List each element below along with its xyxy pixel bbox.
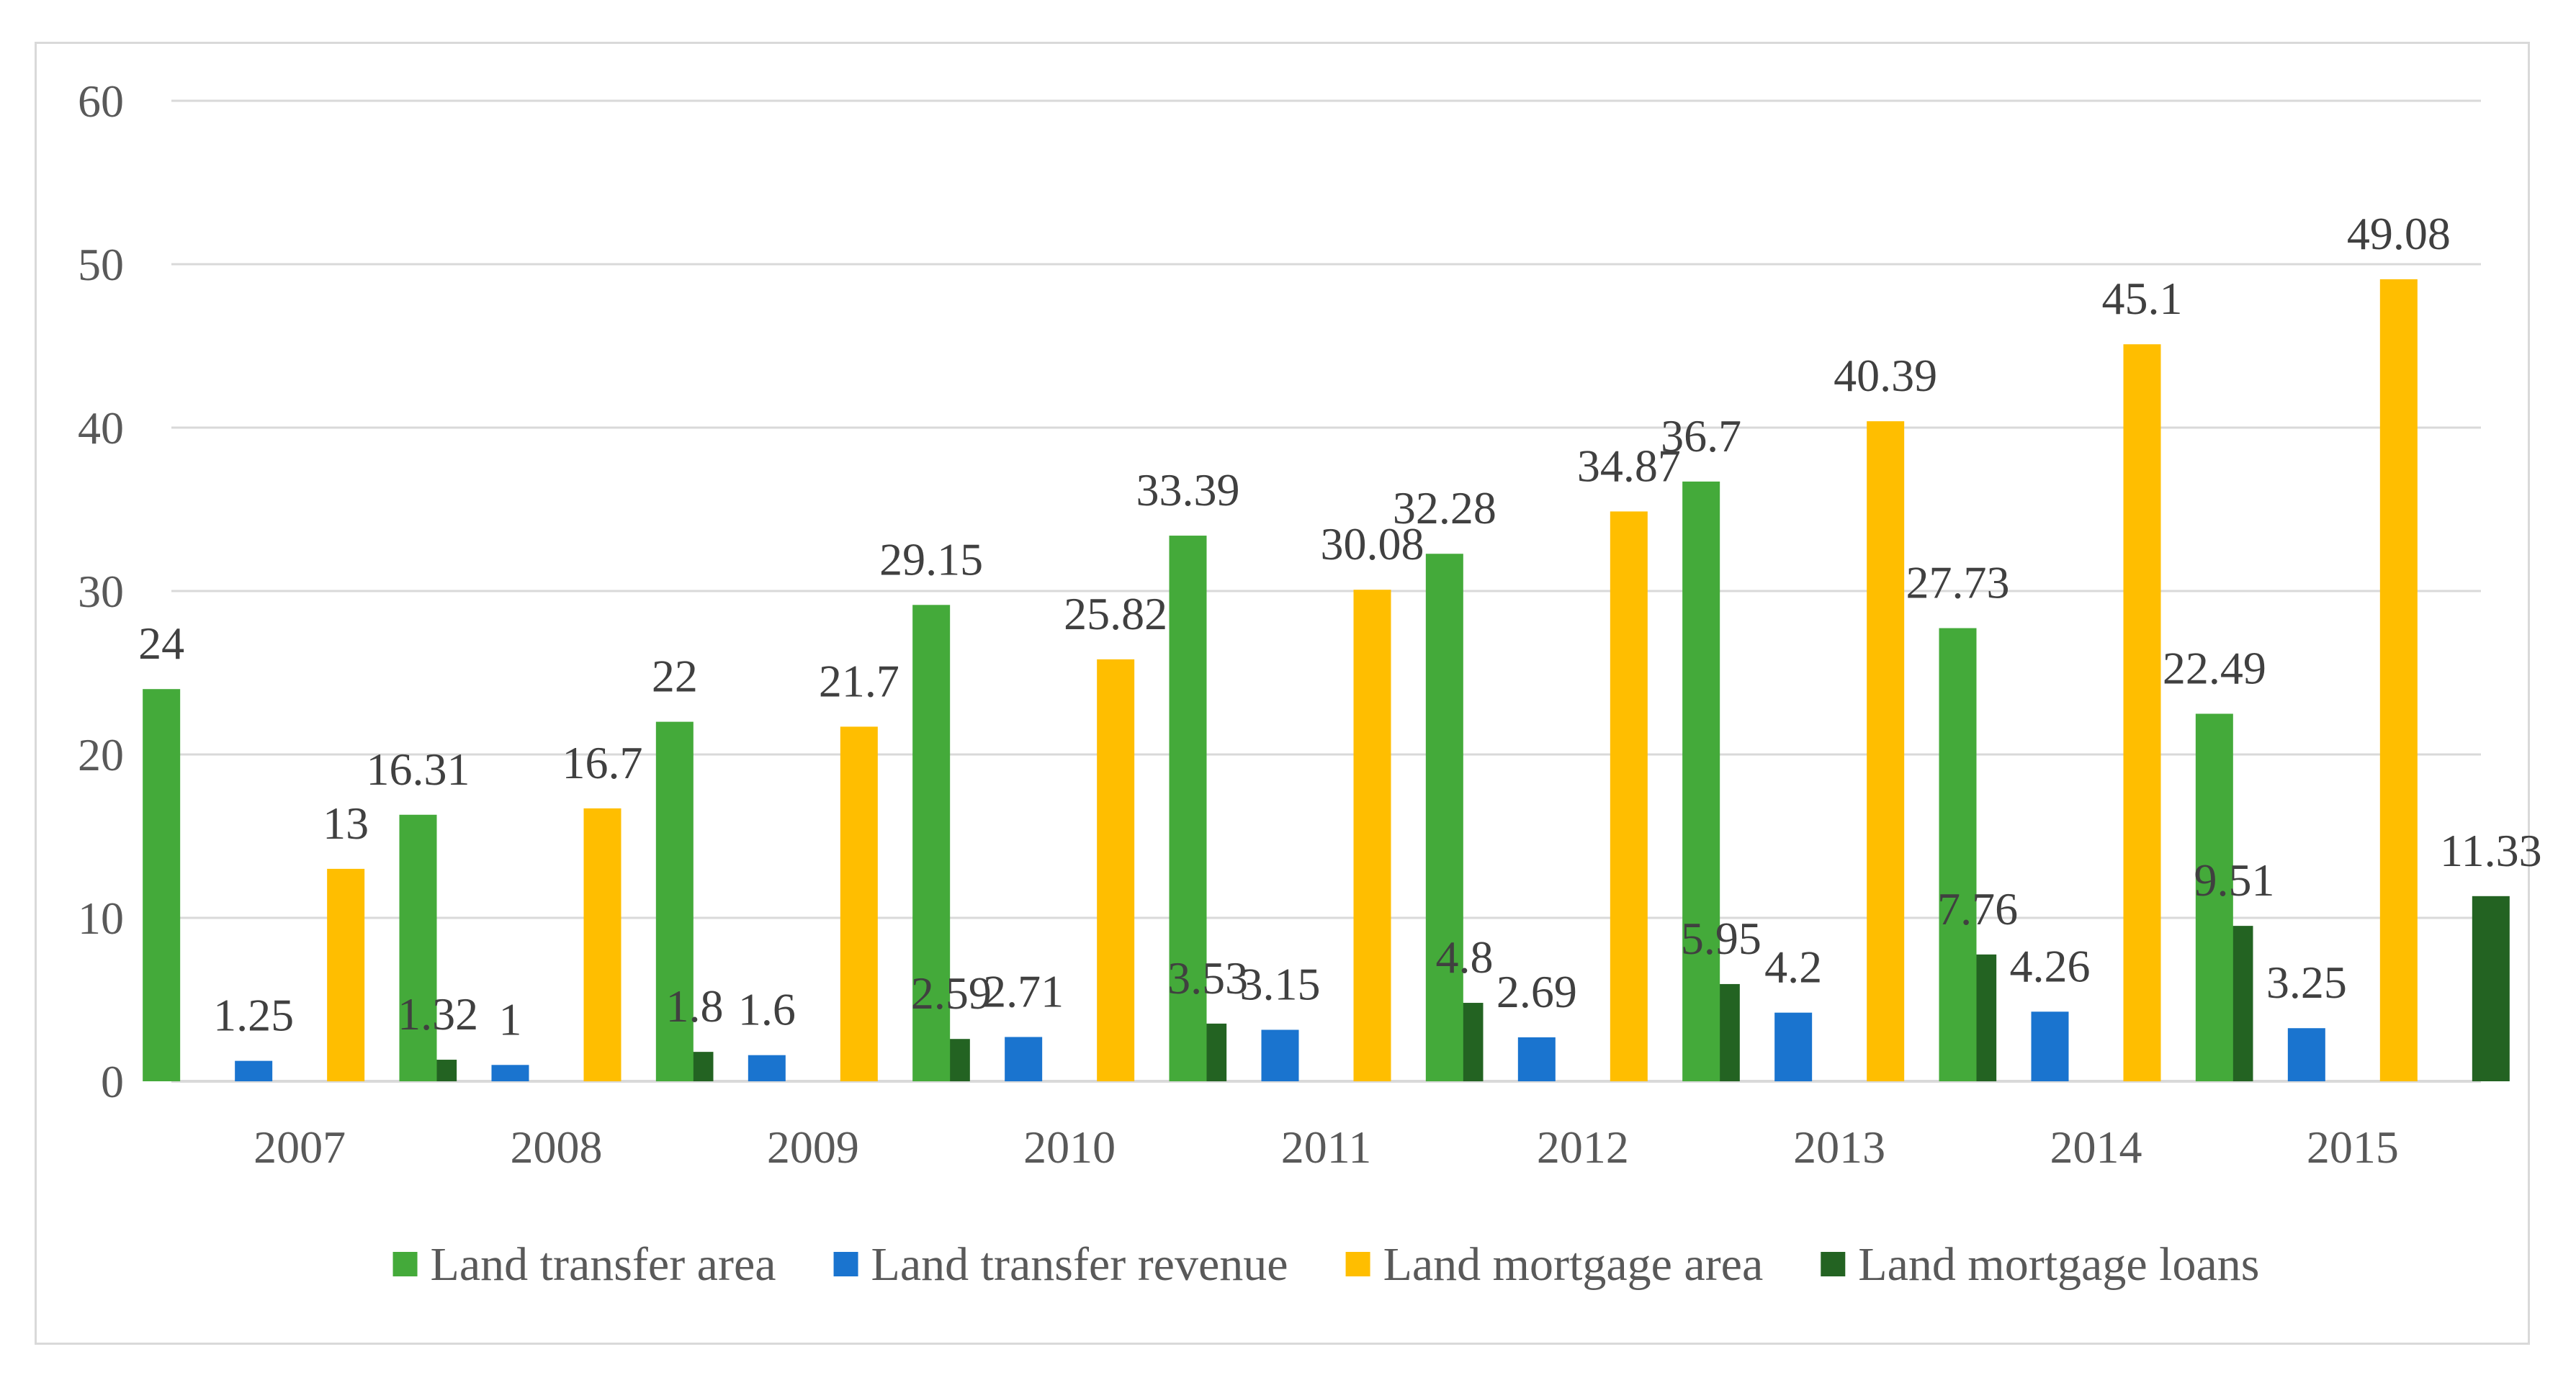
data-labels: 24 1.25 13 1.32 16.31 1 16.7 1.8 22 1.6 21.7 2.59 29…: [138, 208, 2541, 1045]
data-label: 4.8: [1436, 932, 1494, 983]
y-tick-label: 10: [78, 893, 124, 944]
data-label: 3.15: [1240, 958, 1321, 1009]
data-label: 27.73: [1906, 557, 2010, 608]
data-label: 7.76: [1937, 883, 2018, 934]
data-label: 4.2: [1764, 942, 1822, 993]
data-label: 24: [138, 618, 184, 669]
bar-land-transfer-revenue: [748, 1055, 786, 1081]
bar-land-transfer-revenue: [2031, 1011, 2069, 1081]
legend-label: Land mortgage loans: [1858, 1238, 2259, 1291]
bar-land-transfer-revenue: [1005, 1037, 1043, 1081]
bar-land-transfer-area: [912, 605, 951, 1081]
bar-land-mortgage-area: [1353, 590, 1391, 1081]
x-tick-label: 2008: [511, 1122, 603, 1173]
x-tick-label: 2012: [1537, 1122, 1629, 1173]
data-label: 22.49: [2163, 642, 2266, 693]
gridlines: [171, 99, 2481, 1083]
axes: 0 10 20 30 40 50 60 2007 2008 2009 2010 2011 2012 201…: [78, 76, 2399, 1173]
bar-land-transfer-area: [1682, 481, 1720, 1081]
x-tick-label: 2010: [1023, 1122, 1116, 1173]
bar-land-transfer-revenue: [235, 1060, 273, 1081]
y-tick-label: 0: [101, 1056, 124, 1107]
data-label: 2.71: [983, 965, 1064, 1016]
bar-land-mortgage-area: [327, 868, 365, 1081]
legend-swatch: [392, 1252, 418, 1276]
data-label: 1.32: [398, 988, 478, 1040]
data-label: 9.51: [2194, 855, 2275, 906]
data-label: 21.7: [819, 655, 899, 706]
y-tick-label: 20: [78, 729, 124, 780]
bar-land-transfer-revenue: [1261, 1029, 1299, 1081]
bar-land-mortgage-area: [2123, 344, 2161, 1082]
bar-land-mortgage-loans: [2472, 896, 2510, 1081]
data-label: 33.39: [1136, 464, 1240, 515]
data-label: 1.25: [213, 990, 294, 1041]
x-tick-label: 2015: [2307, 1122, 2399, 1173]
data-label: 11.33: [2440, 825, 2542, 876]
bar-land-transfer-area: [1939, 628, 1977, 1081]
data-label: 2.69: [1496, 966, 1577, 1017]
data-label: 1.8: [666, 980, 724, 1032]
data-label: 2.59: [911, 968, 992, 1019]
data-label: 3.53: [1167, 952, 1248, 1004]
legend-swatch: [1345, 1252, 1370, 1276]
x-tick-label: 2007: [253, 1122, 346, 1173]
bar-land-transfer-revenue: [491, 1065, 529, 1081]
bar-land-transfer-revenue: [1517, 1037, 1556, 1081]
bar-land-transfer-area: [143, 689, 181, 1081]
data-label: 13: [323, 798, 369, 849]
data-label: 25.82: [1064, 588, 1167, 639]
x-tick-label: 2009: [767, 1122, 859, 1173]
legend-swatch: [1821, 1252, 1846, 1276]
data-label: 49.08: [2347, 208, 2451, 259]
data-label: 30.08: [1321, 518, 1424, 569]
bar-land-transfer-area: [399, 814, 437, 1081]
data-label: 45.1: [2102, 273, 2183, 324]
data-label: 32.28: [1393, 482, 1496, 533]
bar-land-mortgage-area: [840, 726, 878, 1081]
data-label: 34.87: [1577, 440, 1681, 491]
data-label: 3.25: [2266, 957, 2347, 1008]
legend-label: Land mortgage area: [1383, 1238, 1764, 1291]
data-label: 40.39: [1834, 350, 1937, 401]
chart-frame: [35, 42, 2530, 1345]
x-tick-label: 2014: [2050, 1122, 2142, 1173]
bar-land-mortgage-area: [1867, 421, 1905, 1081]
data-label: 4.26: [2010, 940, 2091, 991]
legend-label: Land transfer area: [431, 1238, 776, 1291]
data-label: 29.15: [879, 533, 983, 585]
bar-land-mortgage-area: [2379, 279, 2418, 1081]
legend-swatch: [833, 1252, 858, 1276]
bar-land-mortgage-area: [1097, 659, 1135, 1081]
data-label: 16.7: [562, 737, 643, 788]
y-tick-label: 60: [78, 76, 124, 127]
data-label: 5.95: [1681, 913, 1762, 964]
bar-land-transfer-area: [655, 721, 694, 1081]
y-tick-label: 40: [78, 402, 124, 454]
x-tick-label: 2011: [1281, 1122, 1372, 1173]
data-label: 36.7: [1661, 410, 1741, 461]
y-tick-label: 50: [78, 239, 124, 290]
data-label: 16.31: [367, 744, 470, 795]
x-tick-label: 2013: [1793, 1122, 1885, 1173]
bar-land-transfer-area: [2195, 713, 2233, 1081]
data-label: 1: [499, 993, 522, 1045]
data-label: 1.6: [738, 984, 796, 1035]
y-tick-label: 30: [78, 566, 124, 617]
bar-land-transfer-revenue: [1774, 1012, 1813, 1081]
bar-land-mortgage-area: [1610, 511, 1648, 1081]
data-label: 22: [652, 651, 698, 702]
legend: Land transfer area Land transfer revenue L…: [392, 1238, 2259, 1291]
bar-land-transfer-area: [1425, 554, 1463, 1081]
bar-land-mortgage-area: [583, 808, 621, 1081]
bar-land-transfer-area: [1169, 536, 1207, 1081]
legend-label: Land transfer revenue: [871, 1238, 1288, 1291]
bars: [143, 279, 2510, 1082]
bar-land-transfer-revenue: [2287, 1028, 2325, 1081]
